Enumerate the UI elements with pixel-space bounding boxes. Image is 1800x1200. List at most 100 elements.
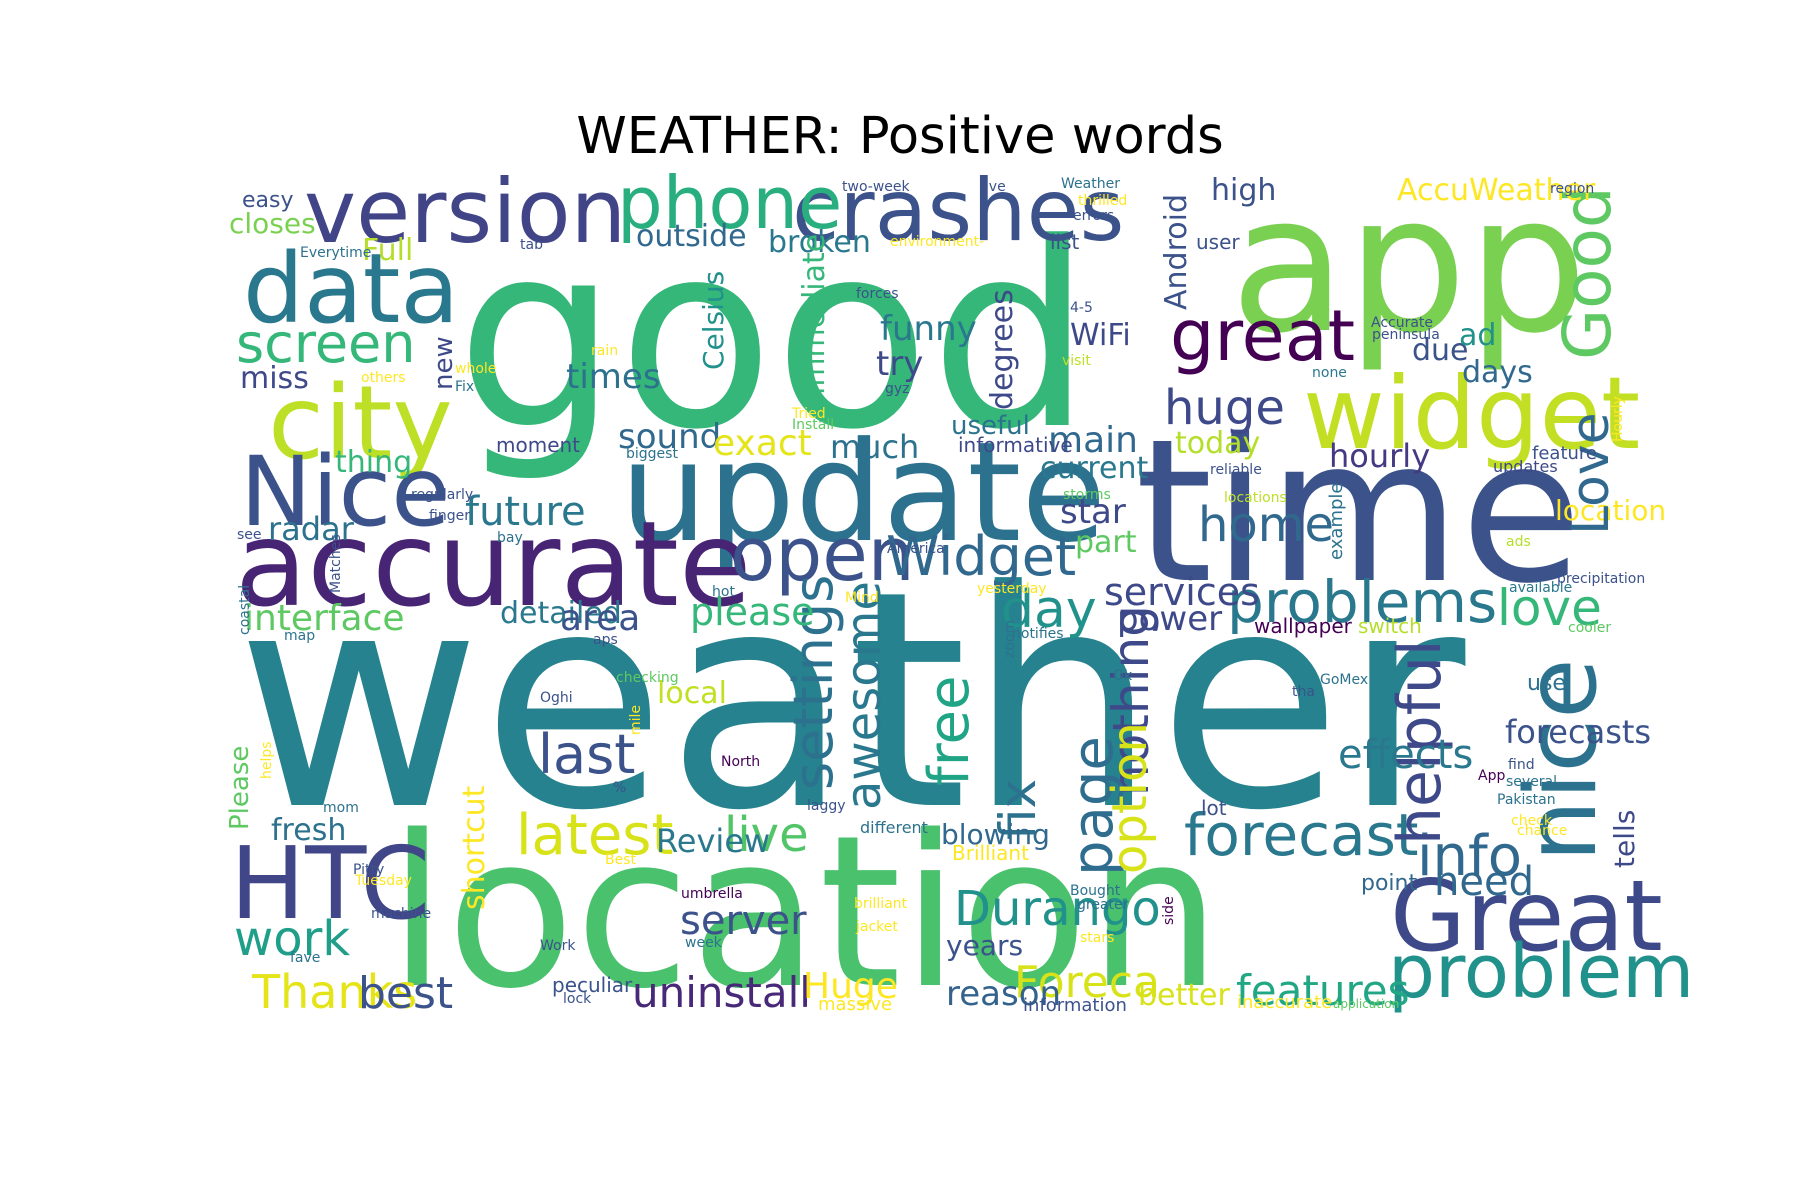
- word-need-53: need: [1434, 859, 1534, 905]
- word-wallpaper-108: wallpaper: [1254, 614, 1353, 638]
- word-gyz-143: gyz: [885, 381, 910, 397]
- word-accuweather-84: AccuWeather: [1397, 173, 1596, 208]
- word-greater-188: greater: [1077, 897, 1129, 913]
- word-environment-134: environment-: [890, 234, 984, 250]
- word-power-59: power: [1117, 599, 1222, 639]
- word-great-14: Great: [1390, 860, 1663, 974]
- word-best-46: best: [358, 968, 453, 1019]
- word-week-192: week: [685, 935, 723, 951]
- word-thrilled-130: thrilled: [1078, 193, 1127, 209]
- word-interface-62: interface: [244, 598, 405, 639]
- word-new-96: new: [429, 336, 459, 390]
- word-updates-113: updates: [1493, 457, 1558, 476]
- word-future-60: future: [465, 489, 586, 535]
- word-good-17: Good: [1549, 186, 1626, 360]
- word-local-97: local: [657, 676, 727, 711]
- word-location-2: location: [388, 790, 1221, 1035]
- word-due-92: due: [1412, 333, 1469, 368]
- word-wifi-91: WiFi: [1070, 318, 1131, 353]
- word-visit-124: visit: [1062, 353, 1091, 369]
- word-map-158: map: [284, 628, 315, 644]
- word-mile-167: mile: [628, 705, 644, 735]
- word-brilliant-185: brilliant: [854, 896, 908, 912]
- word-inaccurate-198: inaccurate: [1237, 992, 1332, 1013]
- word-oghi-165: Oghi: [540, 690, 573, 706]
- word-thanks-45: Thanks: [251, 965, 417, 1019]
- word-side-189: side: [1161, 896, 1177, 925]
- chart-title: WEATHER: Positive words: [576, 107, 1224, 166]
- word-laggy-178: laggy: [807, 798, 846, 814]
- word-try-90: try: [876, 344, 923, 384]
- word-see-149: see: [237, 527, 262, 543]
- word-immediate-87: immediate: [797, 234, 832, 395]
- word-errors-131: errors: [1073, 208, 1114, 224]
- word-please-100: Please: [225, 746, 255, 830]
- word-foreca-49: Foreca: [1014, 957, 1160, 1008]
- word-huge-35: huge: [1164, 380, 1285, 436]
- word-peculiar-194: peculiar: [552, 973, 633, 997]
- word-broken-80: broken: [768, 225, 871, 260]
- word-degrees-86: degrees: [985, 289, 1020, 410]
- word-matches-152: Matches: [328, 534, 344, 593]
- word-crashes-9: crashes: [792, 161, 1124, 261]
- word-rain-139: rain: [591, 343, 618, 359]
- word-peninsula-123: peninsula: [1372, 327, 1440, 343]
- word-closes-81: closes: [229, 207, 316, 240]
- word-fix-142: Fix: [455, 379, 474, 395]
- word-notifies-160: notifies: [1012, 626, 1064, 642]
- word-uninstall-47: uninstall: [632, 968, 811, 1017]
- word-forecasts-56: forecasts: [1505, 713, 1651, 751]
- word-fix-38: fix: [989, 779, 1047, 840]
- word-work-44: work: [234, 911, 350, 967]
- word-info-25: info: [1417, 824, 1522, 889]
- word-android-85: Android: [1159, 194, 1194, 310]
- word-server-52: server: [680, 898, 807, 944]
- word-home-36: home: [1198, 497, 1334, 553]
- word-htc-13: HTC: [230, 825, 430, 942]
- word-shortcut-101: shortcut: [457, 785, 492, 910]
- word-find-169: find: [1508, 757, 1535, 773]
- word-tuesday-182: Tuesday: [354, 873, 412, 889]
- word-effects-54: effects: [1338, 732, 1473, 778]
- word-switch-107: switch: [1358, 614, 1422, 638]
- word-symbol-176: %: [613, 780, 626, 796]
- word-finger-148: finger: [429, 508, 470, 524]
- word-main-69: main: [1048, 420, 1138, 461]
- word-good-1: good: [456, 189, 1092, 486]
- word-others-140: others: [361, 370, 406, 386]
- word-two-week-133: two-week: [842, 179, 910, 195]
- word-funny-89: funny: [880, 309, 977, 349]
- word-ad-93: ad: [1459, 318, 1496, 353]
- word-part-74: part: [1075, 525, 1137, 560]
- word-times-77: times: [566, 357, 661, 397]
- word-reliable-125: reliable: [1210, 462, 1262, 478]
- word-durango-42: Durango: [954, 881, 1161, 937]
- word-app-170: App: [1478, 768, 1505, 784]
- word-different-179: different: [860, 818, 928, 837]
- word-awesome-40: awesome: [836, 581, 892, 810]
- word-easy-82: easy: [242, 188, 294, 213]
- word-several-171: several: [1506, 774, 1557, 790]
- word-biggest-146: biggest: [626, 446, 678, 462]
- word-much-68: much: [830, 428, 919, 466]
- word-fave-193: fave: [290, 950, 320, 966]
- word-day-37: day: [1001, 580, 1097, 640]
- word-lot-106: lot: [1201, 796, 1227, 820]
- word-widget-11: widget: [1303, 355, 1640, 472]
- word-accurate-122: Accurate: [1371, 315, 1433, 331]
- word-hourly-71: hourly: [1329, 437, 1430, 475]
- word-tells-55: tells: [1608, 810, 1641, 868]
- word-tha-164: tha: [1292, 684, 1315, 700]
- word-update-5: update: [620, 412, 1106, 573]
- word-celsius-88: Celsius: [697, 271, 730, 370]
- word-list-128: list: [1050, 230, 1080, 254]
- word-checking-166: checking: [616, 670, 679, 686]
- word-helpful-28: helpful: [1385, 639, 1455, 845]
- word-everytime-136: Everytime: [300, 245, 371, 261]
- word-hot-153: hot: [712, 584, 735, 600]
- word-yesterday-156: yesterday: [977, 581, 1047, 597]
- word-jacket-186: jacket: [855, 919, 898, 935]
- word-today-70: today: [1175, 426, 1260, 461]
